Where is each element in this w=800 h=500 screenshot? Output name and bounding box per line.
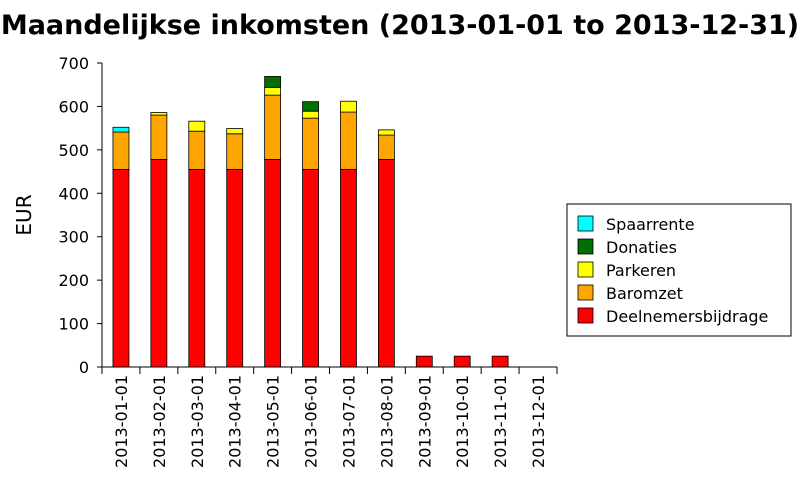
- x-tick-label: 2013-07-01: [339, 375, 358, 468]
- bar-segment-deelnemersbijdrage-2013-10-01: [453, 355, 471, 368]
- legend-label-deelnemersbijdrage: Deelnemersbijdrage: [606, 307, 768, 326]
- bar-segment-deelnemersbijdrage-2013-03-01: [188, 168, 206, 368]
- bar-segment-baromzet-2013-06-01: [302, 117, 319, 170]
- x-tick-label: 2013-01-01: [112, 375, 131, 468]
- bar-segment-parkeren-2013-06-01: [302, 110, 319, 119]
- y-tick-label: 400: [58, 184, 89, 203]
- legend-box: [566, 203, 792, 337]
- bar-segment-baromzet-2013-08-01: [377, 134, 395, 160]
- bar-segment-deelnemersbijdrage-2013-04-01: [226, 168, 244, 368]
- y-tick-label: 300: [58, 228, 89, 247]
- bar-segment-parkeren-2013-05-01: [264, 86, 282, 96]
- bar-segment-deelnemersbijdrage-2013-01-01: [112, 168, 130, 368]
- bar-segment-parkeren-2013-04-01: [226, 128, 244, 135]
- bar-segment-deelnemersbijdrage-2013-08-01: [377, 159, 395, 368]
- legend-swatch-parkeren: [577, 261, 594, 278]
- bar-segment-baromzet-2013-03-01: [188, 130, 206, 170]
- legend-swatch-deelnemersbijdrage: [577, 307, 594, 324]
- y-tick-label: 600: [58, 97, 89, 116]
- y-tick-label: 200: [58, 271, 89, 290]
- bars-group: [112, 76, 509, 368]
- bar-segment-parkeren-2013-08-01: [377, 129, 395, 136]
- bar-segment-deelnemersbijdrage-2013-11-01: [491, 355, 509, 368]
- bar-segment-donaties-2013-05-01: [264, 76, 282, 88]
- legend-swatch-spaarrente: [577, 215, 594, 232]
- legend-label-spaarrente: Spaarrente: [606, 215, 695, 234]
- legend-swatch-baromzet: [577, 284, 594, 301]
- x-tick-label: 2013-11-01: [491, 375, 510, 468]
- y-tick-label: 0: [79, 358, 89, 377]
- x-tick-label: 2013-02-01: [150, 375, 169, 468]
- bar-segment-deelnemersbijdrage-2013-05-01: [264, 159, 282, 368]
- axes-group: 0 100 200 300 400 500 600 700 2013-01-01 2013-02-…: [58, 54, 558, 468]
- bar-segment-baromzet-2013-04-01: [226, 133, 244, 170]
- x-tick-label: 2013-09-01: [415, 375, 434, 468]
- x-tick-label: 2013-04-01: [226, 375, 245, 468]
- bar-segment-spaarrente-2013-01-01: [112, 126, 130, 133]
- y-tick-label: 700: [58, 54, 89, 73]
- bar-segment-donaties-2013-06-01: [302, 101, 319, 112]
- x-tick-label: 2013-08-01: [377, 375, 396, 468]
- x-tick-label: 2013-10-01: [453, 375, 472, 468]
- bar-segment-deelnemersbijdrage-2013-02-01: [150, 159, 168, 368]
- y-tick-label: 100: [58, 315, 89, 334]
- y-axis-label: EUR: [12, 194, 36, 235]
- x-tick-label: 2013-12-01: [529, 375, 548, 468]
- bar-segment-parkeren-2013-02-01: [150, 112, 168, 116]
- x-tick-label: 2013-06-01: [302, 375, 321, 468]
- x-tick-label: 2013-05-01: [264, 375, 283, 468]
- bar-segment-baromzet-2013-01-01: [112, 131, 130, 170]
- bar-segment-baromzet-2013-02-01: [150, 114, 168, 160]
- bar-segment-parkeren-2013-07-01: [340, 100, 357, 113]
- legend-label-parkeren: Parkeren: [606, 261, 676, 280]
- chart-title: Maandelijkse inkomsten (2013-01-01 to 20…: [1, 10, 799, 41]
- bar-segment-deelnemersbijdrage-2013-06-01: [302, 168, 319, 368]
- bar-segment-baromzet-2013-07-01: [340, 111, 357, 170]
- legend-label-donaties: Donaties: [606, 238, 677, 257]
- bar-segment-parkeren-2013-03-01: [188, 120, 206, 132]
- legend-swatch-donaties: [577, 238, 594, 255]
- bar-segment-baromzet-2013-05-01: [264, 94, 282, 160]
- bar-segment-deelnemersbijdrage-2013-07-01: [340, 168, 357, 368]
- x-tick-label: 2013-03-01: [188, 375, 207, 468]
- bar-segment-deelnemersbijdrage-2013-09-01: [415, 355, 433, 368]
- legend: Spaarrente Donaties Parkeren Baromzet Deelne…: [566, 203, 792, 337]
- y-tick-label: 500: [58, 141, 89, 160]
- legend-label-baromzet: Baromzet: [606, 284, 683, 303]
